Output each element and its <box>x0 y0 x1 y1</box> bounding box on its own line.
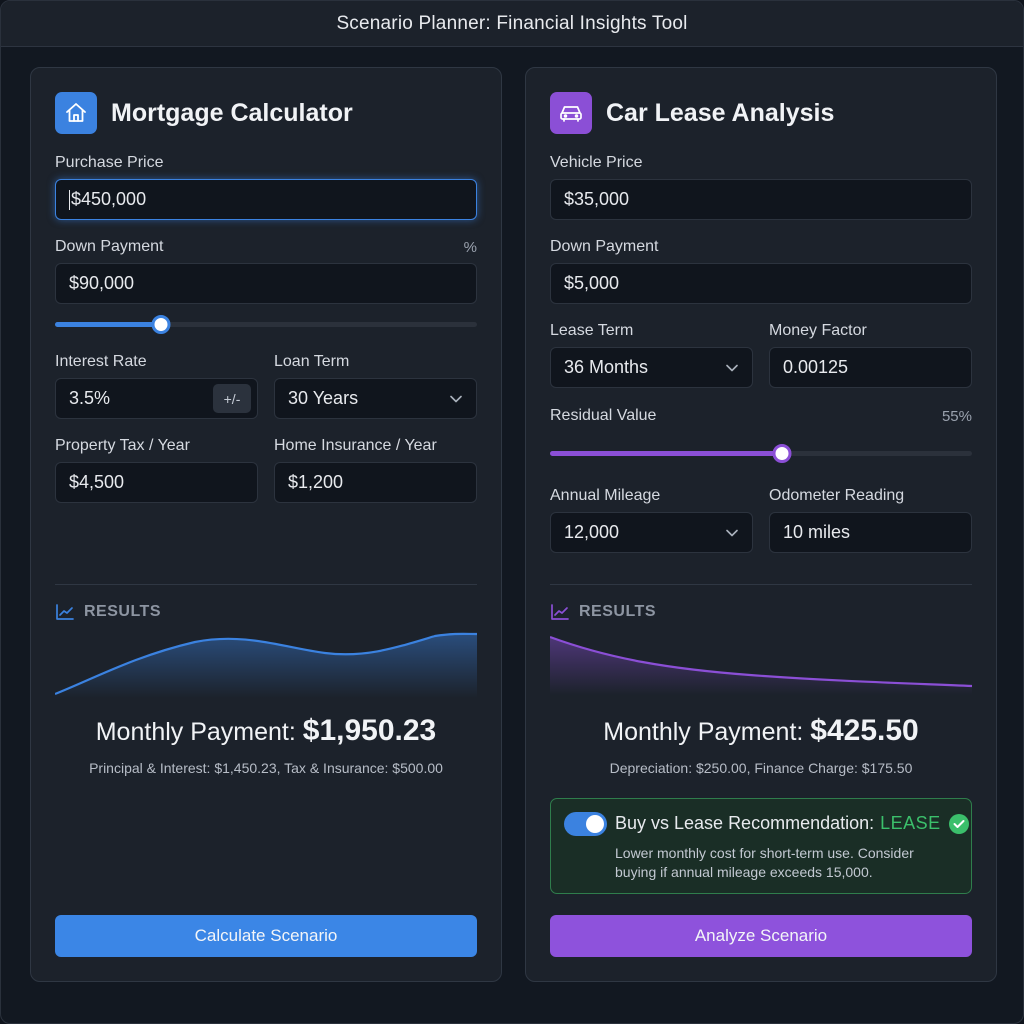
down-payment-label: Down Payment <box>55 238 164 255</box>
mortgage-results-header: RESULTS <box>55 603 161 621</box>
trend-area <box>550 637 972 695</box>
property-tax-input[interactable]: $4,500 <box>55 462 258 503</box>
lease-down-payment-input[interactable]: $5,000 <box>550 263 972 304</box>
lease-title: Car Lease Analysis <box>606 98 835 127</box>
monthly-payment-value: $1,950.23 <box>302 714 437 747</box>
toggle-knob <box>586 815 604 833</box>
money-factor-label: Money Factor <box>769 322 867 339</box>
car-icon <box>550 92 592 134</box>
lease-header: Car Lease Analysis <box>550 92 834 134</box>
mortgage-monthly-payment: Monthly Payment: $1,950.23 <box>31 714 501 748</box>
lease-term-select[interactable]: 36 Months <box>550 347 753 388</box>
interest-rate-input[interactable]: 3.5% +/- <box>55 378 258 419</box>
interest-rate-stepper[interactable]: +/- <box>213 384 251 413</box>
purchase-price-input[interactable]: $450,000 <box>55 179 477 220</box>
recommendation-toggle[interactable] <box>564 812 607 836</box>
lease-monthly-payment: Monthly Payment: $425.50 <box>526 714 996 748</box>
vehicle-price-label: Vehicle Price <box>550 154 643 171</box>
chevron-down-icon <box>449 392 463 406</box>
check-circle-icon <box>948 813 969 834</box>
lease-trend-chart <box>550 635 972 695</box>
annual-mileage-label: Annual Mileage <box>550 487 661 504</box>
trend-area <box>55 633 477 698</box>
recommendation-title-text: Buy vs Lease Recommendation: <box>615 813 875 833</box>
recommendation-title: Buy vs Lease Recommendation: LEASE <box>615 813 969 834</box>
recommendation-card: Buy vs Lease Recommendation: LEASE Lower… <box>550 798 972 894</box>
lease-term-label: Lease Term <box>550 322 634 339</box>
recommendation-verdict: LEASE <box>880 813 941 833</box>
chevron-down-icon <box>725 526 739 540</box>
home-insurance-input[interactable]: $1,200 <box>274 462 477 503</box>
residual-value-slider[interactable] <box>550 444 972 463</box>
vehicle-price-value: $35,000 <box>564 189 630 209</box>
chevron-down-icon <box>725 361 739 375</box>
monthly-payment-value: $425.50 <box>810 714 919 747</box>
window-titlebar: Scenario Planner: Financial Insights Too… <box>1 1 1023 47</box>
mortgage-header: Mortgage Calculator <box>55 92 353 134</box>
mortgage-panel: Mortgage Calculator Purchase Price $450,… <box>30 67 502 982</box>
property-tax-label: Property Tax / Year <box>55 437 190 454</box>
results-label: RESULTS <box>579 603 656 620</box>
lease-results-header: RESULTS <box>550 603 656 621</box>
odometer-value: 10 miles <box>783 522 851 542</box>
home-insurance-label: Home Insurance / Year <box>274 437 437 454</box>
interest-rate-value: 3.5% <box>69 388 111 408</box>
down-payment-value: $90,000 <box>69 273 135 293</box>
house-icon <box>55 92 97 134</box>
lease-term-value: 36 Months <box>564 357 649 377</box>
lease-down-payment-label: Down Payment <box>550 238 659 255</box>
divider <box>550 584 972 585</box>
interest-rate-label: Interest Rate <box>55 353 147 370</box>
slider-fill <box>550 451 783 456</box>
annual-mileage-select[interactable]: 12,000 <box>550 512 753 553</box>
money-factor-input[interactable]: 0.00125 <box>769 347 972 388</box>
odometer-input[interactable]: 10 miles <box>769 512 972 553</box>
loan-term-value: 30 Years <box>288 388 359 408</box>
odometer-label: Odometer Reading <box>769 487 905 504</box>
window-title: Scenario Planner: Financial Insights Too… <box>336 12 688 34</box>
loan-term-select[interactable]: 30 Years <box>274 378 477 419</box>
divider <box>55 584 477 585</box>
text-caret <box>69 189 70 210</box>
down-payment-input[interactable]: $90,000 <box>55 263 477 304</box>
annual-mileage-value: 12,000 <box>564 522 620 542</box>
slider-fill <box>55 322 161 327</box>
results-label: RESULTS <box>84 603 161 620</box>
trend-chart-icon <box>56 604 74 620</box>
slider-thumb[interactable] <box>151 315 170 334</box>
down-payment-slider[interactable] <box>55 315 477 334</box>
vehicle-price-input[interactable]: $35,000 <box>550 179 972 220</box>
property-tax-value: $4,500 <box>69 472 125 492</box>
recommendation-description: Lower monthly cost for short-term use. C… <box>615 845 914 880</box>
monthly-payment-label: Monthly Payment: <box>603 718 804 746</box>
trend-chart-icon <box>551 604 569 620</box>
purchase-price-label: Purchase Price <box>55 154 164 171</box>
analyze-scenario-button[interactable]: Analyze Scenario <box>550 915 972 957</box>
mortgage-breakdown: Principal & Interest: $1,450.23, Tax & I… <box>89 760 443 776</box>
down-payment-unit: % <box>463 239 477 256</box>
monthly-payment-label: Monthly Payment: <box>95 718 296 746</box>
lease-down-payment-value: $5,000 <box>564 273 620 293</box>
purchase-price-value: $450,000 <box>71 189 147 209</box>
residual-value-percent: 55% <box>941 408 972 425</box>
slider-thumb[interactable] <box>772 444 792 463</box>
residual-value-label: Residual Value <box>550 407 657 424</box>
mortgage-title: Mortgage Calculator <box>111 98 353 127</box>
trend-line <box>55 632 477 696</box>
trend-line <box>550 635 972 688</box>
money-factor-value: 0.00125 <box>783 357 849 377</box>
calculate-scenario-button[interactable]: Calculate Scenario <box>55 915 477 957</box>
home-insurance-value: $1,200 <box>288 472 344 492</box>
lease-panel: Car Lease Analysis Vehicle Price $35,000… <box>525 67 997 982</box>
mortgage-trend-chart <box>55 632 477 698</box>
lease-breakdown: Depreciation: $250.00, Finance Charge: $… <box>609 760 913 776</box>
loan-term-label: Loan Term <box>274 353 350 370</box>
